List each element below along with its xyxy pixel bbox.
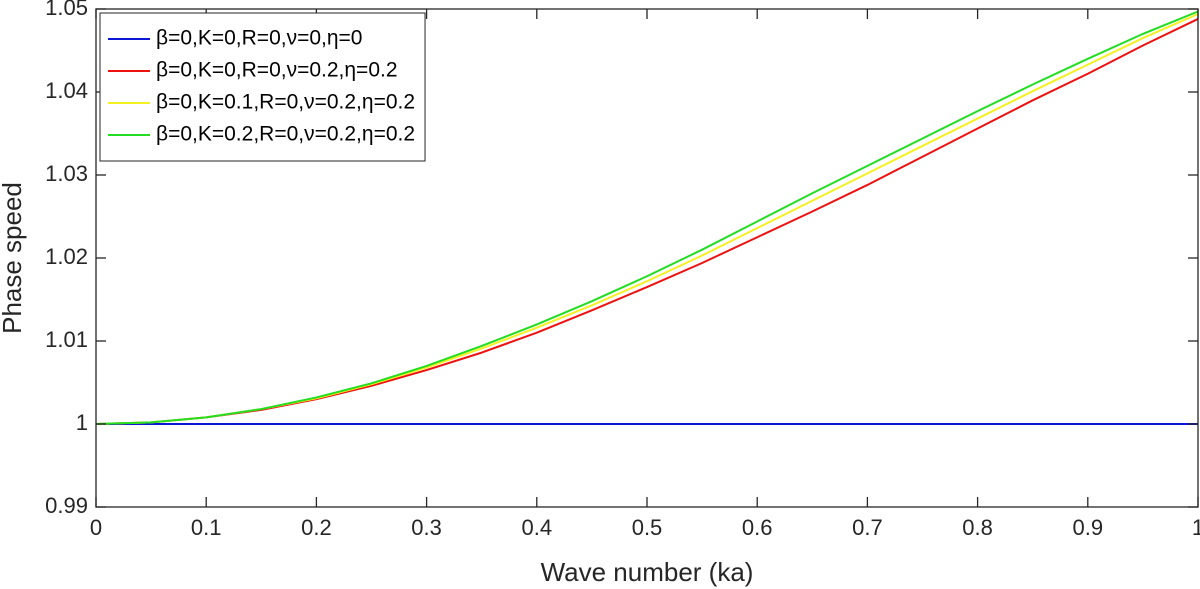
x-tick-label: 0.9 <box>1073 515 1104 540</box>
legend-label: β=0,K=0,R=0,ν=0.2,η=0.2 <box>156 59 398 82</box>
x-axis-label: Wave number (ka) <box>541 557 754 587</box>
x-tick-label: 0.6 <box>742 515 773 540</box>
x-tick-label: 0.5 <box>632 515 663 540</box>
y-tick-label: 1.05 <box>45 0 88 20</box>
x-tick-label: 0.2 <box>301 515 332 540</box>
series-line <box>95 10 1199 425</box>
x-tick-label: 0.7 <box>852 515 883 540</box>
legend-box <box>99 12 426 162</box>
x-tick-label: 1 <box>1192 515 1200 540</box>
legend: β=0,K=0,R=0,ν=0,η=0 β=0,K=0,R=0,ν=0.2,η=0… <box>99 12 426 162</box>
x-tick-label: 0 <box>90 515 102 540</box>
legend-label: β=0,K=0.2,R=0,ν=0.2,η=0.2 <box>156 123 415 146</box>
x-tick-label: 0.3 <box>411 515 442 540</box>
y-tick-label: 1 <box>76 410 88 435</box>
y-tick-label: 1.02 <box>45 244 88 269</box>
legend-label: β=0,K=0,R=0,ν=0,η=0 <box>156 27 362 50</box>
y-tick-label: 1.01 <box>45 327 88 352</box>
x-tick-label: 0.1 <box>191 515 222 540</box>
y-tick-label: 1.04 <box>45 78 88 103</box>
y-axis-label: Phase speed <box>0 182 27 334</box>
legend-label: β=0,K=0.1,R=0,ν=0.2,η=0.2 <box>156 91 415 114</box>
x-tick-label: 0.8 <box>962 515 993 540</box>
y-tick-label: 0.99 <box>45 493 88 518</box>
x-tick-label: 0.4 <box>522 515 553 540</box>
y-tick-label: 1.03 <box>45 161 88 186</box>
